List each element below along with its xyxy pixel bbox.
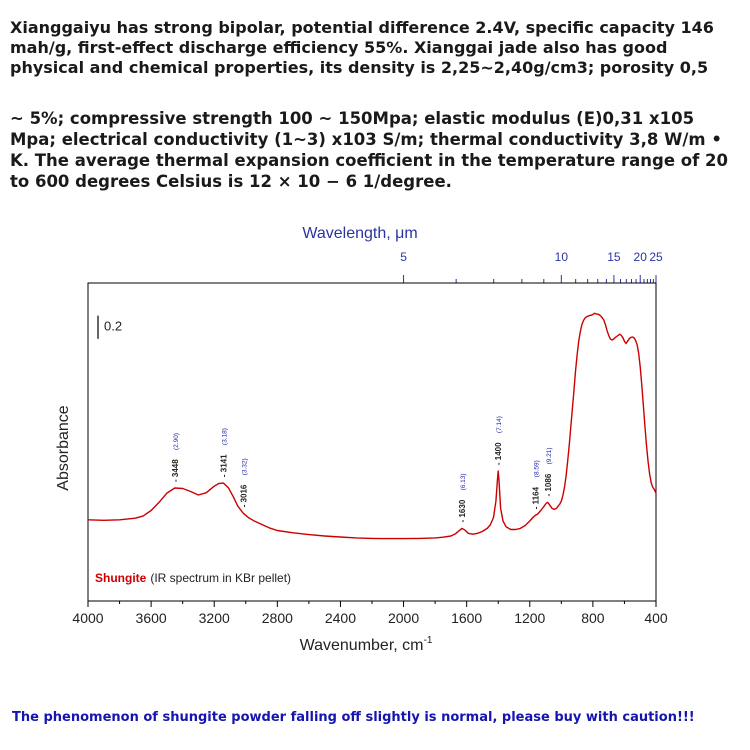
peak-label: - 3141 — [220, 454, 229, 477]
description-paragraph-2: ~ 5%; compressive strength 100 ~ 150Mpa;… — [10, 109, 729, 191]
bottom-axis: 4000 3600 3200 2800 2400 2000 1600 1200 800 400 — [72, 601, 668, 626]
top-tick-label: 20 — [634, 250, 648, 264]
x-tick-label: 1200 — [514, 610, 545, 626]
footer-warning: The phenomenon of shungite powder fallin… — [12, 710, 695, 725]
peak-label: - 3448 — [171, 459, 180, 482]
peak-wavelength: (9.21) — [546, 447, 553, 464]
top-axis: 5 10 15 20 25 — [400, 250, 663, 283]
x-tick-label: 2800 — [262, 610, 293, 626]
peak-label: - 1400 — [494, 442, 503, 465]
peak-wavelength: (8.59) — [534, 460, 541, 477]
x-axis-title: Wavenumber, cm-1 — [300, 635, 433, 654]
peak-wavelength: (6.13) — [460, 473, 467, 490]
peak-wavelength: (2.90) — [173, 433, 180, 450]
top-tick-label: 10 — [555, 250, 569, 264]
legend: Shungite (IR spectrum in KBr pellet) — [95, 571, 291, 585]
x-tick-label: 400 — [644, 610, 668, 626]
scale-bar-label: 0.2 — [104, 319, 122, 334]
x-tick-label: 3200 — [199, 610, 230, 626]
top-axis-title: Wavelength, μm — [302, 225, 417, 242]
x-tick-label: 2400 — [325, 610, 356, 626]
top-tick-label: 15 — [607, 250, 621, 264]
legend-series-name: Shungite — [95, 571, 147, 585]
peak-wavelength: (3.18) — [222, 428, 229, 445]
y-axis-title: Absorbance — [55, 405, 72, 490]
peak-annotations: - 3448 (2.90) - 3141 (3.18) - 3016 (3.32) - 16… — [171, 416, 553, 522]
x-tick-label: 2000 — [388, 610, 419, 626]
x-axis-title-main: Wavenumber, cm — [300, 637, 424, 654]
ir-spectrum-chart: Wavelength, μm 5 10 15 20 25 4000 3600 3200 280… — [55, 225, 668, 654]
top-tick-label: 25 — [649, 250, 663, 264]
peak-wavelength: (7.14) — [496, 416, 503, 433]
scale-bar: 0.2 — [97, 315, 122, 339]
peak-label: - 1630 — [458, 499, 467, 522]
peak-label: - 1164 — [532, 486, 541, 509]
peak-label: - 1086 — [544, 473, 553, 496]
top-tick-label: 5 — [400, 250, 407, 264]
x-tick-label: 800 — [581, 610, 605, 626]
peak-label: - 3016 — [239, 484, 248, 507]
x-axis-title-sup: -1 — [423, 635, 432, 646]
x-tick-label: 4000 — [72, 610, 103, 626]
x-tick-label: 3600 — [136, 610, 167, 626]
x-tick-label: 1600 — [451, 610, 482, 626]
legend-series-desc: (IR spectrum in KBr pellet) — [150, 571, 291, 585]
spectrum-line — [87, 312, 657, 540]
peak-wavelength: (3.32) — [241, 458, 248, 475]
description-paragraph-1: Xianggaiyu has strong bipolar, potential… — [10, 18, 714, 77]
